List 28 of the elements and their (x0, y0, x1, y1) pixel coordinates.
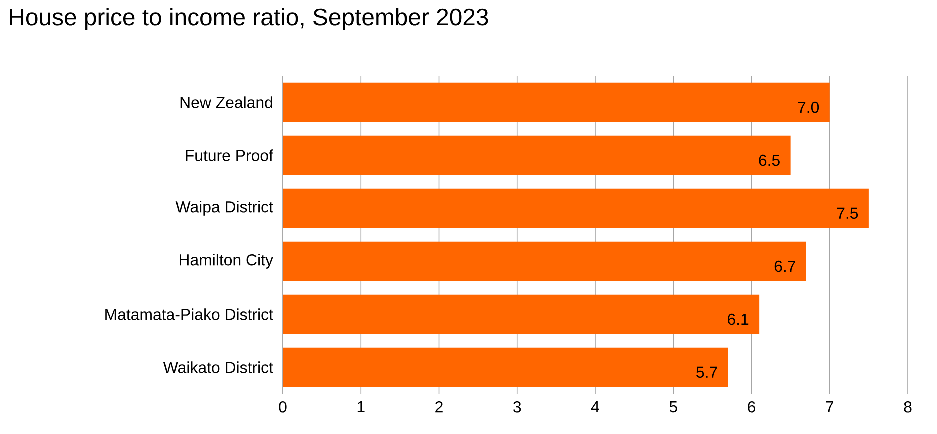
data-label: 5.7 (696, 366, 718, 378)
chart-title: House price to income ratio, September 2023 (10, 8, 488, 30)
data-label: 7.0 (798, 102, 820, 114)
y-tick-label: Matamata-Piako District (106, 308, 274, 320)
x-tick-label: 3 (514, 402, 522, 413)
bar (283, 136, 791, 176)
x-tick-label: 5 (670, 402, 678, 413)
x-tick-label: 6 (748, 402, 756, 413)
x-tick-label: 0 (279, 402, 287, 413)
bar (283, 188, 869, 228)
bar (283, 82, 830, 122)
data-label: 6.7 (774, 260, 796, 272)
y-tick-label: Waipa District (176, 201, 274, 216)
x-tick-label: 7 (826, 402, 834, 412)
data-label: 7.5 (837, 208, 858, 220)
data-label: 6.1 (728, 314, 749, 326)
x-tick-label: 4 (591, 402, 600, 412)
y-tick-label: Waikato District (163, 362, 274, 374)
bar (283, 294, 760, 334)
bar (283, 242, 806, 282)
y-tick-label: New Zealand (180, 96, 272, 108)
x-tick-label: 1 (358, 402, 365, 412)
x-tick-label: 2 (436, 402, 443, 413)
x-tick-label: 8 (904, 402, 912, 413)
bar (283, 348, 728, 388)
y-tick-label: Future Proof (186, 150, 274, 162)
data-label: 6.5 (759, 154, 780, 166)
y-tick-label: Hamilton City (180, 254, 274, 269)
